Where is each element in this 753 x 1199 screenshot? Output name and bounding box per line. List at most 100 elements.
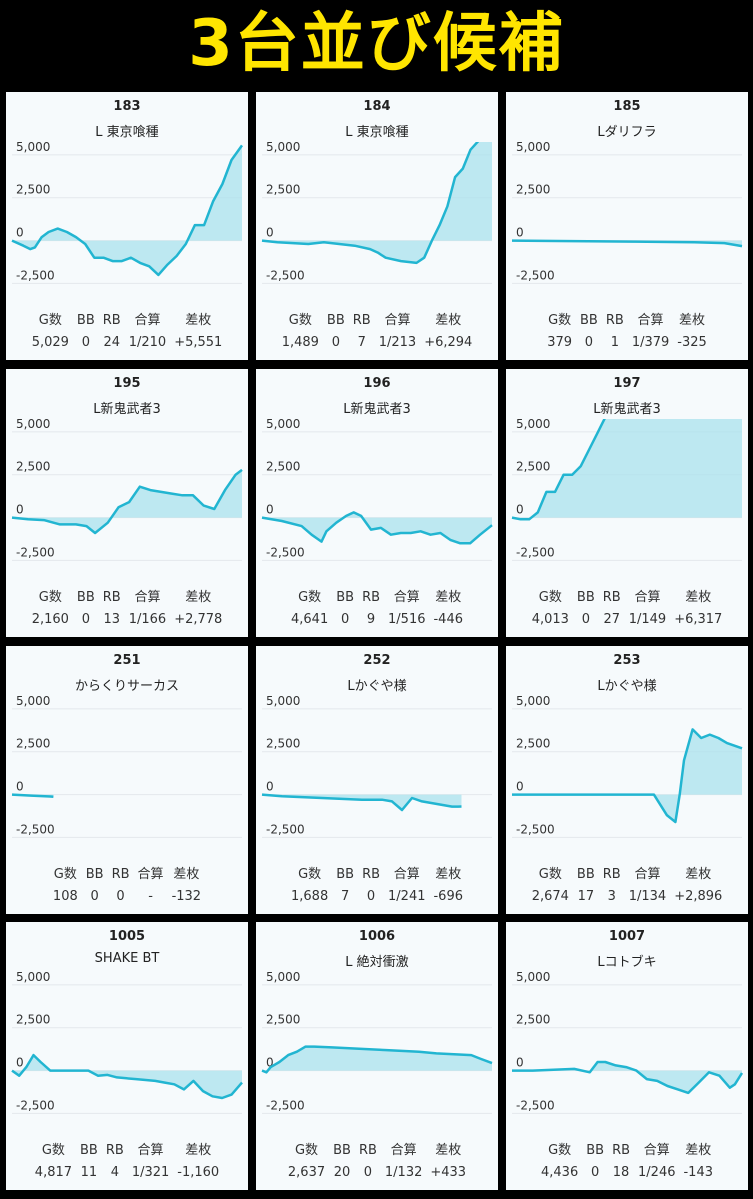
stat-label: 差枚 xyxy=(435,1143,462,1158)
y-tick-label: 5,000 xyxy=(16,696,50,708)
stat-value: 0 xyxy=(81,335,90,350)
stat-column: BB 0 xyxy=(576,310,602,354)
stat-column: RB 1 xyxy=(602,310,628,354)
y-tick-label: -2,500 xyxy=(16,268,55,282)
stat-column: BB 7 xyxy=(332,864,358,908)
stat-label: 差枚 xyxy=(185,313,212,328)
stat-label: G数 xyxy=(294,1143,319,1158)
stat-value: 1/246 xyxy=(638,1165,676,1180)
stat-column: 合算 1/213 xyxy=(375,310,420,354)
diff-chart: 5,000 2,500 0 -2,500 xyxy=(261,972,493,1114)
stat-value: 1 xyxy=(610,335,619,350)
stat-label: 合算 xyxy=(390,1143,417,1158)
y-tick-label: 5,000 xyxy=(516,972,550,984)
stat-label: RB xyxy=(362,590,381,605)
machine-card: 185 Lダリフラ 5,000 2,500 0 -2,500 G数 379 BB 0 RB 1 合算 1/… xyxy=(506,92,748,360)
stat-column: 合算 1/321 xyxy=(128,1140,173,1184)
stat-label: 合算 xyxy=(393,867,420,882)
stat-column: BB 0 xyxy=(332,587,358,631)
diff-chart: 5,000 2,500 0 -2,500 xyxy=(512,696,743,838)
stat-label: BB xyxy=(76,313,95,328)
diff-chart: 5,000 2,500 0 -2,500 xyxy=(11,972,243,1114)
machine-model: L新鬼武者3 xyxy=(593,402,661,417)
stat-label: 合算 xyxy=(634,590,661,605)
stat-column: 合算 1/210 xyxy=(125,310,170,354)
stat-label: 合算 xyxy=(637,313,664,328)
y-tick-label: -2,500 xyxy=(516,545,555,559)
stat-value: 5,029 xyxy=(31,335,69,350)
stat-label: BB xyxy=(336,867,355,882)
y-tick-label: 2,500 xyxy=(16,460,50,474)
machine-card: 1007 Lコトブキ 5,000 2,500 0 -2,500 G数 4,436 BB 0 RB 18… xyxy=(506,922,748,1190)
machine-model: Lダリフラ xyxy=(597,125,657,140)
stat-label: BB xyxy=(336,590,355,605)
stat-value: 4,013 xyxy=(531,612,569,627)
y-tick-label: -2,500 xyxy=(266,268,305,282)
y-tick-label: 2,500 xyxy=(516,460,550,474)
diff-chart: 5,000 2,500 0 -2,500 xyxy=(261,696,492,838)
stat-value: +6,317 xyxy=(674,612,723,627)
stat-label: BB xyxy=(76,590,95,605)
machine-model: L新鬼武者3 xyxy=(343,402,411,417)
stats-table: G数 2,160 BB 0 RB 13 合算 1/166 差枚 +2,778 xyxy=(6,587,248,631)
stat-label: G数 xyxy=(548,1143,572,1158)
diff-chart: 5,000 2,500 0 -2,500 xyxy=(261,419,493,561)
machine-number: 195 xyxy=(113,376,141,391)
stat-label: 差枚 xyxy=(173,867,200,882)
y-tick-label: -2,500 xyxy=(266,1098,305,1112)
stats-table: G数 4,436 BB 0 RB 18 合算 1/246 差枚 -143 xyxy=(506,1140,748,1184)
stat-value: 1/379 xyxy=(631,335,670,350)
y-tick-label: 5,000 xyxy=(516,696,550,708)
stat-column: 差枚 +433 xyxy=(426,1140,470,1184)
stat-value: 0 xyxy=(581,612,590,627)
page-title: 3台並び候補 xyxy=(188,7,565,81)
stat-column: G数 379 xyxy=(543,310,576,354)
stat-label: 差枚 xyxy=(435,867,462,882)
machine-number: 185 xyxy=(613,99,641,114)
machine-model: Lかぐや様 xyxy=(347,679,407,694)
stat-column: BB 0 xyxy=(573,587,599,631)
stat-value: 3 xyxy=(607,889,616,904)
diff-line xyxy=(261,793,462,812)
machine-model: L新鬼武者3 xyxy=(93,402,161,417)
y-tick-label: 2,500 xyxy=(16,183,50,197)
y-tick-label: 2,500 xyxy=(516,1013,550,1027)
y-tick-label: 0 xyxy=(516,780,524,794)
stat-column: G数 2,674 xyxy=(528,864,573,908)
stat-column: RB 3 xyxy=(599,864,625,908)
y-tick-label: -2,500 xyxy=(16,1098,55,1112)
stat-column: G数 5,029 xyxy=(28,310,73,354)
diff-chart: 5,000 2,500 0 -2,500 xyxy=(261,142,492,284)
stat-value: -325 xyxy=(677,335,707,350)
page-title-banner: 3台並び候補 xyxy=(0,0,753,88)
stat-value: 0 xyxy=(331,335,340,350)
machine-card: 196 L新鬼武者3 5,000 2,500 0 -2,500 G数 4,641 BB 0 RB 9 合… xyxy=(256,369,498,637)
machine-card: 252 Lかぐや様 5,000 2,500 0 -2,500 G数 1,688 BB 7 RB 0 合算… xyxy=(256,646,498,914)
diff-line xyxy=(511,419,606,521)
y-tick-label: 0 xyxy=(516,1056,524,1070)
diff-chart: 5,000 2,500 0 -2,500 xyxy=(11,142,244,284)
stat-label: RB xyxy=(612,1143,631,1158)
stat-value: 4,641 xyxy=(291,612,329,627)
stat-value: 0 xyxy=(366,889,376,904)
machine-model: SHAKE BT xyxy=(94,951,160,966)
stat-value: 4,817 xyxy=(34,1165,73,1180)
stat-value: -132 xyxy=(171,889,202,904)
y-tick-label: 5,000 xyxy=(266,142,300,154)
stat-value: +6,294 xyxy=(424,335,473,350)
stat-value: 1/210 xyxy=(128,335,167,350)
stat-column: 合算 - xyxy=(134,864,168,908)
diff-chart: 5,000 2,500 0 -2,500 xyxy=(11,696,242,838)
y-tick-label: 5,000 xyxy=(516,142,550,154)
stat-value: -143 xyxy=(683,1165,713,1180)
stat-column: RB 9 xyxy=(358,587,384,631)
stat-label: RB xyxy=(605,313,624,328)
stat-column: BB 0 xyxy=(73,310,99,354)
stat-value: 9 xyxy=(366,612,376,627)
y-tick-label: 0 xyxy=(16,1056,24,1070)
stats-table: G数 4,641 BB 0 RB 9 合算 1/516 差枚 -446 xyxy=(256,587,498,631)
y-tick-label: 2,500 xyxy=(266,1013,300,1027)
stat-value: 1/132 xyxy=(384,1165,423,1180)
machine-number: 252 xyxy=(363,653,391,668)
stat-label: G数 xyxy=(288,313,312,328)
